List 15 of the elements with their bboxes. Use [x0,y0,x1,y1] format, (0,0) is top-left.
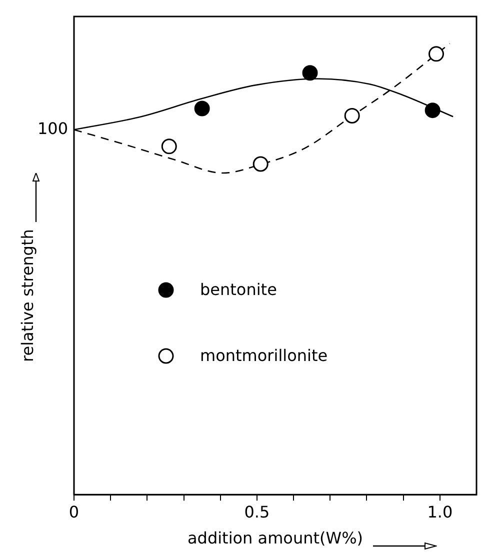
y-axis-title: relative strength [18,229,38,362]
point [252,156,268,172]
point [161,138,177,154]
point [302,65,318,81]
point [424,102,440,118]
x-tick-label: 0.5 [244,502,270,522]
legend-label: bentonite [200,279,277,301]
x-tick-label: 1.0 [427,502,453,522]
point [344,108,360,124]
annotation: 100 [37,118,68,138]
x-axis-title: addition amount(W%) [187,528,364,548]
point [428,46,444,62]
legend-label: montmorillonite [200,345,328,367]
x-tick-label: 0 [68,502,80,522]
point [194,100,210,116]
